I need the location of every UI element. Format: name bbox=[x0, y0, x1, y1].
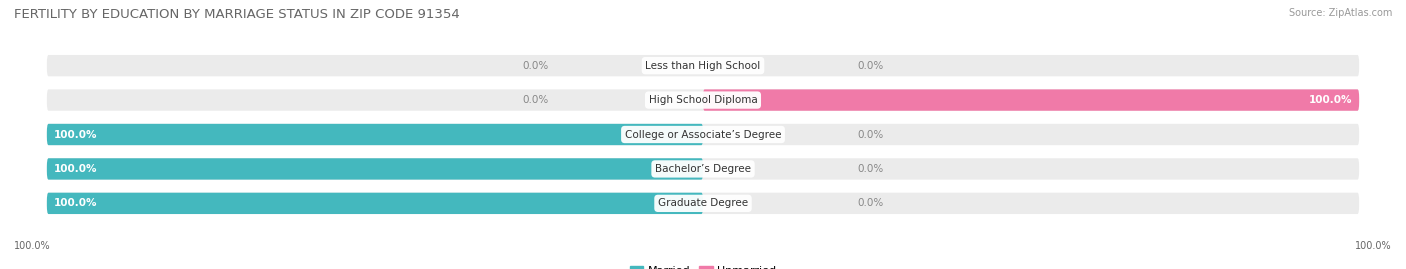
Text: 100.0%: 100.0% bbox=[1309, 95, 1353, 105]
FancyBboxPatch shape bbox=[46, 193, 703, 214]
Text: 0.0%: 0.0% bbox=[523, 95, 548, 105]
Text: Less than High School: Less than High School bbox=[645, 61, 761, 71]
Text: 0.0%: 0.0% bbox=[523, 61, 548, 71]
Text: High School Diploma: High School Diploma bbox=[648, 95, 758, 105]
FancyBboxPatch shape bbox=[46, 158, 703, 180]
Text: Source: ZipAtlas.com: Source: ZipAtlas.com bbox=[1288, 8, 1392, 18]
Text: 0.0%: 0.0% bbox=[858, 61, 883, 71]
FancyBboxPatch shape bbox=[46, 158, 1360, 180]
FancyBboxPatch shape bbox=[46, 55, 1360, 76]
FancyBboxPatch shape bbox=[46, 193, 1360, 214]
Text: 0.0%: 0.0% bbox=[858, 198, 883, 208]
Text: 100.0%: 100.0% bbox=[1355, 241, 1392, 251]
FancyBboxPatch shape bbox=[46, 89, 1360, 111]
Text: 0.0%: 0.0% bbox=[858, 129, 883, 140]
Text: 100.0%: 100.0% bbox=[14, 241, 51, 251]
FancyBboxPatch shape bbox=[703, 89, 1360, 111]
Text: 100.0%: 100.0% bbox=[53, 198, 97, 208]
Text: 100.0%: 100.0% bbox=[53, 164, 97, 174]
Text: 0.0%: 0.0% bbox=[858, 164, 883, 174]
Text: 100.0%: 100.0% bbox=[53, 129, 97, 140]
Text: College or Associate’s Degree: College or Associate’s Degree bbox=[624, 129, 782, 140]
FancyBboxPatch shape bbox=[46, 124, 1360, 145]
Legend: Married, Unmarried: Married, Unmarried bbox=[626, 261, 780, 269]
Text: Bachelor’s Degree: Bachelor’s Degree bbox=[655, 164, 751, 174]
FancyBboxPatch shape bbox=[46, 124, 703, 145]
Text: FERTILITY BY EDUCATION BY MARRIAGE STATUS IN ZIP CODE 91354: FERTILITY BY EDUCATION BY MARRIAGE STATU… bbox=[14, 8, 460, 21]
Text: Graduate Degree: Graduate Degree bbox=[658, 198, 748, 208]
